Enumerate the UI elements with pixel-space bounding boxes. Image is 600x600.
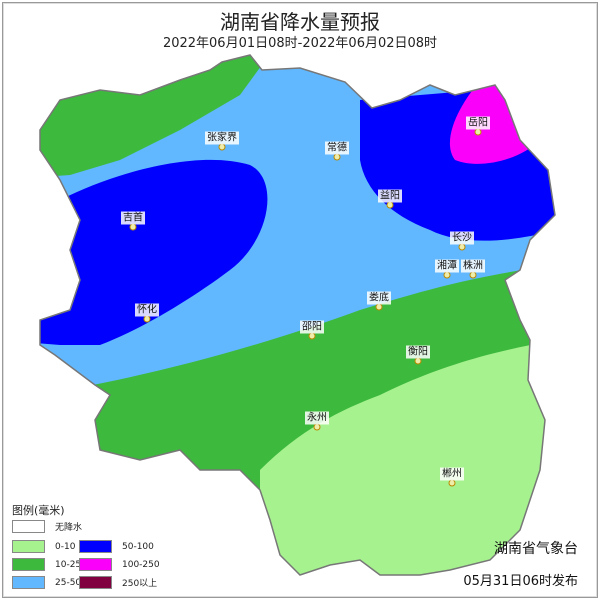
legend-swatch xyxy=(12,558,45,571)
city-label: 益阳 xyxy=(378,189,402,203)
legend-item: 0-10 xyxy=(12,540,75,553)
city-label: 永州 xyxy=(305,411,329,425)
legend-swatch xyxy=(12,576,45,589)
legend-swatch xyxy=(12,520,45,533)
legend-label: 100-250 xyxy=(122,559,160,570)
city-marker xyxy=(469,271,477,279)
city-label: 湘潭 xyxy=(435,259,459,273)
city-label: 怀化 xyxy=(135,303,159,317)
legend-label: 无降水 xyxy=(55,523,83,533)
legend-swatch xyxy=(12,540,45,553)
issuer: 湖南省气象台 xyxy=(494,541,578,557)
city-label: 邵阳 xyxy=(300,320,324,334)
city-label: 长沙 xyxy=(450,231,474,245)
city-label: 衡阳 xyxy=(406,345,430,359)
city-label: 娄底 xyxy=(367,291,391,305)
legend: 图例(毫米) 无降水 0-10 10-25 25-50 50-100 100-250 250… xyxy=(12,502,198,590)
city-marker xyxy=(308,332,316,340)
legend-item: 无降水 xyxy=(12,520,82,533)
legend-item: 50-100 xyxy=(79,540,154,553)
city-marker xyxy=(448,479,456,487)
legend-label: 25-50 xyxy=(55,577,82,588)
city-label: 吉首 xyxy=(121,211,145,225)
issue-time: 05月31日06时发布 xyxy=(463,574,578,589)
legend-swatch xyxy=(79,576,112,589)
legend-item: 100-250 xyxy=(79,558,160,571)
zone-0-10-south xyxy=(260,335,555,575)
map-period: 2022年06月01日08时-2022年06月02日08时 xyxy=(162,36,438,51)
city-label: 常德 xyxy=(325,141,349,155)
city-marker xyxy=(143,315,151,323)
legend-swatch xyxy=(79,540,112,553)
city-marker xyxy=(313,423,321,431)
city-label: 株洲 xyxy=(461,259,485,273)
legend-item: 25-50 xyxy=(12,576,81,589)
legend-label: 10-25 xyxy=(55,559,82,570)
city-marker xyxy=(386,201,394,209)
legend-swatch xyxy=(79,558,112,571)
map-title: 湖南省降水量预报 xyxy=(220,10,380,34)
city-marker xyxy=(443,271,451,279)
city-marker xyxy=(458,243,466,251)
city-marker xyxy=(474,128,482,136)
legend-label: 0-10 xyxy=(55,541,76,552)
legend-label: 50-100 xyxy=(122,541,154,552)
legend-title: 图例(毫米) xyxy=(12,504,65,517)
city-label: 郴州 xyxy=(440,467,464,481)
city-marker xyxy=(218,143,226,151)
city-marker xyxy=(129,223,137,231)
legend-label: 250以上 xyxy=(122,579,158,589)
city-marker xyxy=(375,303,383,311)
legend-item: 10-25 xyxy=(12,558,81,571)
city-marker xyxy=(414,357,422,365)
city-label: 岳阳 xyxy=(466,116,490,130)
legend-item: 250以上 xyxy=(79,576,157,589)
city-label: 张家界 xyxy=(205,131,239,145)
city-marker xyxy=(333,153,341,161)
